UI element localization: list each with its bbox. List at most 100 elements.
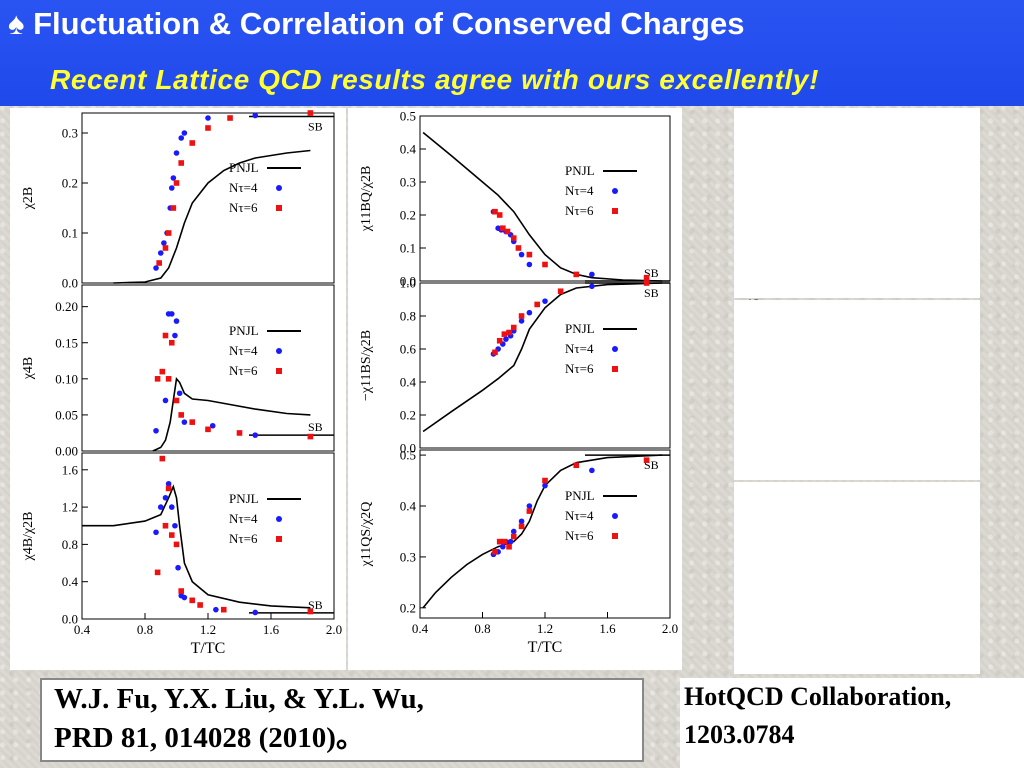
data-point-Nτ=6 bbox=[205, 125, 211, 131]
series-line-PNJL bbox=[152, 376, 311, 452]
data-point-Nτ=6 bbox=[173, 397, 180, 404]
data-point-Nτ=6 bbox=[165, 485, 172, 492]
data-point-Nτ=4 bbox=[172, 332, 178, 339]
data-point-Nτ=6 bbox=[504, 228, 511, 235]
legend-label: PNJL bbox=[229, 323, 259, 338]
data-point-Nτ=6 bbox=[197, 602, 203, 608]
legend-swatch-point bbox=[612, 208, 618, 214]
legend-swatch-point bbox=[612, 513, 618, 519]
reference-left-line1: W.J. Fu, Y.X. Liu, & Y.L. Wu, bbox=[54, 683, 424, 715]
data-point-Nτ=4 bbox=[209, 422, 216, 429]
series-line-PNJL bbox=[422, 131, 663, 282]
legend-swatch-point bbox=[612, 346, 618, 352]
x-tick-label: 1.2 bbox=[537, 621, 553, 636]
data-point-Nτ=4 bbox=[252, 432, 259, 438]
data-point-Nτ=6 bbox=[518, 313, 525, 319]
data-point-Nτ=6 bbox=[307, 608, 314, 615]
spade-icon: ♠ bbox=[8, 6, 25, 41]
middle-figure-background bbox=[348, 108, 682, 670]
sb-label: SB bbox=[308, 420, 323, 434]
data-point-Nτ=6 bbox=[173, 541, 180, 548]
data-point-Nτ=4 bbox=[518, 251, 525, 258]
data-point-Nτ=6 bbox=[178, 588, 185, 594]
data-point-Nτ=6 bbox=[307, 433, 314, 440]
data-point-Nτ=6 bbox=[154, 569, 161, 576]
data-point-Nτ=6 bbox=[189, 140, 196, 146]
data-point-Nτ=6 bbox=[165, 230, 172, 236]
x-axis-label: T/TC bbox=[191, 640, 226, 657]
data-point-Nτ=6 bbox=[173, 180, 180, 186]
data-point-Nτ=4 bbox=[518, 318, 525, 324]
x-tick-label: 0.8 bbox=[474, 621, 490, 636]
data-point-Nτ=6 bbox=[534, 301, 540, 308]
legend-label: Nτ=6 bbox=[565, 203, 594, 218]
y-axis-label: χ4B bbox=[21, 357, 36, 381]
y-tick-label: 0.10 bbox=[55, 371, 78, 386]
legend-label: Nτ=6 bbox=[229, 363, 258, 378]
y-axis-label: χ2B bbox=[21, 187, 36, 211]
x-tick-label: 1.6 bbox=[263, 622, 280, 637]
plot-frame-left-middle bbox=[81, 284, 335, 452]
data-point-Nτ=6 bbox=[307, 110, 314, 116]
data-point-Nτ=4 bbox=[168, 185, 175, 191]
data-point-Nτ=4 bbox=[518, 518, 525, 525]
legend-label: Nτ=4 bbox=[565, 183, 594, 198]
reference-left-line2: PRD 81, 014028 (2010)。 bbox=[54, 722, 365, 754]
x-tick-label: 0.4 bbox=[412, 621, 429, 636]
data-point-Nτ=4 bbox=[507, 538, 514, 545]
data-point-Nτ=6 bbox=[178, 412, 185, 418]
data-point-Nτ=6 bbox=[526, 508, 533, 514]
legend-swatch-point bbox=[276, 368, 282, 374]
legend-swatch-point bbox=[276, 536, 282, 542]
data-point-Nτ=4 bbox=[165, 480, 172, 487]
legend-label: Nτ=4 bbox=[565, 508, 594, 523]
plot-frame-middle-top bbox=[419, 115, 671, 282]
data-point-Nτ=6 bbox=[557, 288, 564, 295]
y-tick-label: 0.5 bbox=[400, 448, 416, 463]
data-point-Nτ=6 bbox=[156, 260, 162, 266]
data-point-Nτ=6 bbox=[162, 522, 169, 529]
y-tick-label: 0.8 bbox=[400, 309, 416, 324]
data-point-Nτ=4 bbox=[153, 265, 159, 271]
y-tick-label: 0.3 bbox=[62, 126, 78, 141]
y-tick-label: 1.0 bbox=[400, 276, 416, 291]
data-point-Nτ=6 bbox=[500, 225, 506, 231]
hotqcd-panel-3 bbox=[734, 482, 980, 674]
y-tick-label: 0.2 bbox=[400, 408, 416, 423]
legend-label: PNJL bbox=[229, 160, 259, 175]
y-tick-label: 0.0 bbox=[400, 274, 416, 289]
data-point-Nτ=6 bbox=[227, 115, 233, 121]
legend-label: Nτ=6 bbox=[565, 528, 594, 543]
sb-label: SB bbox=[644, 286, 659, 300]
data-point-Nτ=6 bbox=[506, 543, 512, 550]
data-point-Nτ=4 bbox=[176, 390, 183, 397]
y-tick-label: 0.00 bbox=[55, 444, 78, 459]
y-axis-label: χ11BQ/χ2B bbox=[359, 166, 374, 233]
x-tick-label: 2.0 bbox=[662, 621, 678, 636]
y-tick-label: 0.0 bbox=[400, 441, 416, 456]
data-point-Nτ=4 bbox=[181, 419, 188, 425]
data-point-Nτ=4 bbox=[153, 529, 159, 536]
data-point-Nτ=6 bbox=[643, 274, 650, 281]
y-tick-label: 0.4 bbox=[400, 375, 417, 390]
y-tick-label: 0.3 bbox=[400, 549, 416, 564]
data-point-Nτ=4 bbox=[510, 528, 517, 535]
legend-label: Nτ=4 bbox=[565, 341, 594, 356]
data-point-Nτ=4 bbox=[213, 606, 219, 613]
data-point-Nτ=4 bbox=[178, 135, 185, 141]
data-point-Nτ=6 bbox=[168, 532, 175, 538]
y-tick-label: 1.2 bbox=[62, 500, 78, 515]
sb-label: SB bbox=[308, 598, 323, 612]
data-point-Nτ=4 bbox=[526, 261, 533, 268]
data-point-Nτ=6 bbox=[542, 261, 548, 268]
y-tick-label: 0.4 bbox=[400, 499, 417, 514]
data-point-Nτ=4 bbox=[252, 609, 259, 616]
data-point-Nτ=6 bbox=[236, 430, 243, 436]
data-point-Nτ=6 bbox=[492, 549, 498, 555]
y-tick-label: 0.20 bbox=[55, 299, 78, 314]
data-point-Nτ=6 bbox=[501, 538, 508, 545]
data-point-Nτ=4 bbox=[162, 397, 169, 404]
y-axis-label: χ11QS/χ2Q bbox=[359, 502, 374, 568]
legend-label: Nτ=6 bbox=[565, 361, 594, 376]
reference-right-line2: 1203.0784 bbox=[684, 720, 795, 749]
